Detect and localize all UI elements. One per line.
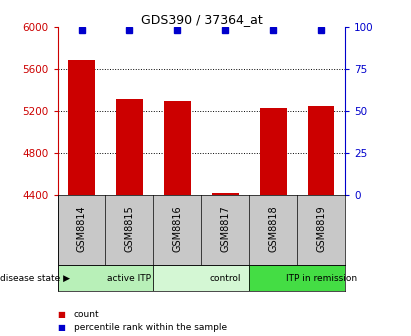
Text: GSM8818: GSM8818 <box>268 206 278 252</box>
Text: GSM8817: GSM8817 <box>220 206 230 252</box>
Text: GSM8815: GSM8815 <box>125 206 134 252</box>
Title: GDS390 / 37364_at: GDS390 / 37364_at <box>141 13 262 26</box>
Bar <box>308 106 335 195</box>
Bar <box>58 265 153 291</box>
Bar <box>260 108 286 195</box>
Bar <box>116 99 143 195</box>
Bar <box>68 60 95 195</box>
Text: GSM8816: GSM8816 <box>173 206 182 252</box>
Bar <box>153 265 249 291</box>
Text: ■: ■ <box>58 310 65 319</box>
Text: percentile rank within the sample: percentile rank within the sample <box>74 323 227 332</box>
Bar <box>249 265 345 291</box>
Text: GSM8819: GSM8819 <box>316 206 326 252</box>
Text: count: count <box>74 310 99 319</box>
Bar <box>164 101 191 195</box>
Text: ITP in remission: ITP in remission <box>286 274 357 283</box>
Bar <box>212 193 238 195</box>
Text: GSM8814: GSM8814 <box>76 206 86 252</box>
Text: disease state ▶: disease state ▶ <box>0 274 70 283</box>
Text: ■: ■ <box>58 323 65 332</box>
Text: control: control <box>210 274 241 283</box>
Text: active ITP: active ITP <box>107 274 152 283</box>
